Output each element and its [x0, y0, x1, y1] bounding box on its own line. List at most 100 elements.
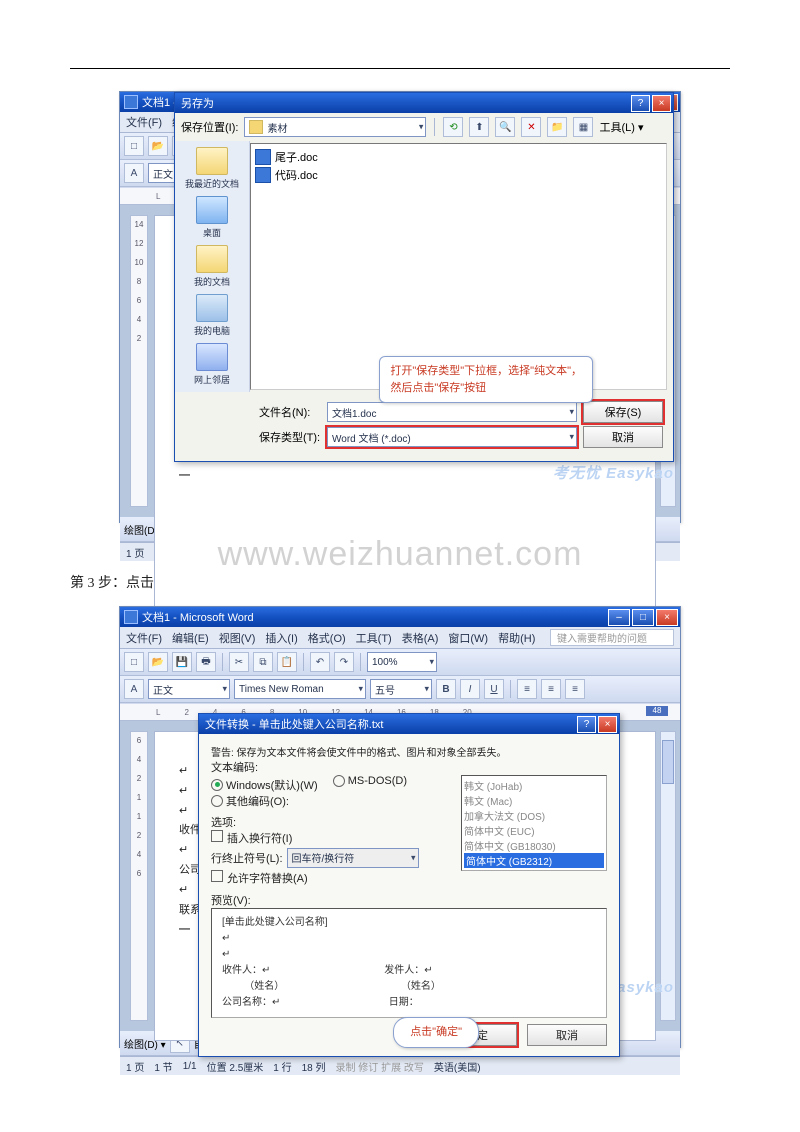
- save-as-dialog: 另存为 ? × 保存位置(I): 素材 ⟲ ⬆ 🔍 ✕ 📁 ▦ 工具: [174, 92, 674, 462]
- file-item[interactable]: 尾子.doc: [255, 148, 662, 166]
- status-pos: 位置 2.5厘米: [207, 1059, 264, 1074]
- cut-icon[interactable]: ✂: [229, 652, 249, 672]
- italic-icon[interactable]: I: [460, 679, 480, 699]
- menu-format[interactable]: 格式(O): [308, 630, 346, 646]
- font-combo[interactable]: Times New Roman: [234, 679, 366, 699]
- delete-icon[interactable]: ✕: [521, 117, 541, 137]
- formatting-toolbar: A 正文 Times New Roman 五号 B I U ≡ ≡ ≡: [120, 676, 680, 703]
- print-icon[interactable]: 🖶: [196, 652, 216, 672]
- menu-file[interactable]: 文件(F): [126, 630, 162, 646]
- underline-icon[interactable]: U: [484, 679, 504, 699]
- word-title: 文档1 - Microsoft Word: [142, 609, 254, 625]
- menu-help[interactable]: 帮助(H): [498, 630, 535, 646]
- help-search[interactable]: 键入需要帮助的问题: [550, 629, 674, 646]
- places-bar: 我最近的文档 桌面 我的文档 我的电脑 网上邻居: [175, 141, 250, 392]
- align-right-icon[interactable]: ≡: [565, 679, 585, 699]
- views-icon[interactable]: ▦: [573, 117, 593, 137]
- location-combo[interactable]: 素材: [244, 117, 426, 137]
- menu-file[interactable]: 文件(F): [126, 114, 162, 130]
- dialog-close-button[interactable]: ×: [652, 95, 671, 112]
- tools-menu[interactable]: 工具(L) ▾: [599, 119, 643, 135]
- file-item[interactable]: 代码.doc: [255, 166, 662, 184]
- ruler-tab: 48: [646, 706, 668, 716]
- window-buttons: – □ ×: [608, 609, 678, 626]
- dialog-help-button[interactable]: ?: [631, 95, 650, 112]
- horizontal-rule: [70, 68, 730, 69]
- allow-sub-check[interactable]: [211, 870, 223, 882]
- cancel-button[interactable]: 取消: [527, 1024, 607, 1046]
- enc-other[interactable]: 其他编码(O):: [211, 793, 289, 809]
- file-conversion-dialog: 文件转换 - 单击此处键入公司名称.txt ? × 警告: 保存为文本文件将会使…: [198, 713, 620, 1057]
- paste-icon[interactable]: 📋: [277, 652, 297, 672]
- style-combo[interactable]: 正文: [148, 679, 230, 699]
- list-item[interactable]: 加拿大法文 (DOS): [464, 808, 604, 823]
- menu-table[interactable]: 表格(A): [402, 630, 439, 646]
- doc-icon: [255, 167, 271, 183]
- align-center-icon[interactable]: ≡: [541, 679, 561, 699]
- size-combo[interactable]: 五号: [370, 679, 432, 699]
- status-modes: 录制 修订 扩展 改写: [336, 1059, 424, 1074]
- place-mypc[interactable]: 我的电脑: [194, 294, 230, 337]
- cancel-button[interactable]: 取消: [583, 426, 663, 448]
- file-list[interactable]: 尾子.doc 代码.doc: [250, 143, 667, 390]
- insert-lb-check[interactable]: [211, 830, 223, 842]
- word-icon: [124, 610, 138, 624]
- status-bar: 1 页 1 节 1/1 位置 2.5厘米 1 行 18 列 录制 修订 扩展 改…: [120, 1056, 680, 1075]
- back-icon[interactable]: ⟲: [443, 117, 463, 137]
- type-combo[interactable]: Word 文档 (*.doc): [327, 427, 577, 447]
- menu-insert[interactable]: 插入(I): [265, 630, 297, 646]
- zoom-combo[interactable]: 100%: [367, 652, 437, 672]
- place-desktop[interactable]: 桌面: [196, 196, 228, 239]
- options-label: 选项:: [211, 814, 453, 830]
- menu-window[interactable]: 窗口(W): [448, 630, 488, 646]
- menu-edit[interactable]: 编辑(E): [172, 630, 209, 646]
- scroll-thumb[interactable]: [662, 740, 674, 784]
- place-network[interactable]: 网上邻居: [194, 343, 230, 386]
- style-a-icon[interactable]: A: [124, 679, 144, 699]
- eol-combo[interactable]: 回车符/换行符: [287, 848, 419, 868]
- eol-label: 行终止符号(L):: [211, 850, 283, 866]
- place-recent[interactable]: 我最近的文档: [185, 147, 239, 190]
- dialog-title: 另存为: [181, 95, 214, 111]
- list-item[interactable]: 简体中文 (EUC): [464, 823, 604, 838]
- filename-combo[interactable]: 文档1.doc: [327, 402, 577, 422]
- tb-open-icon[interactable]: 📂: [148, 136, 168, 156]
- minimize-button[interactable]: –: [608, 609, 630, 626]
- maximize-button[interactable]: □: [632, 609, 654, 626]
- menu-tools[interactable]: 工具(T): [356, 630, 392, 646]
- save-button[interactable]: 保存(S): [583, 401, 663, 423]
- location-label: 保存位置(I):: [181, 119, 238, 135]
- word-icon: [124, 95, 138, 109]
- redo-icon[interactable]: ↷: [334, 652, 354, 672]
- tb-new-icon[interactable]: □: [124, 136, 144, 156]
- enc-windows[interactable]: Windows(默认)(W): [211, 777, 318, 793]
- place-mydocs[interactable]: 我的文档: [194, 245, 230, 288]
- preview-box: [单击此处键入公司名称] ↵ ↵ 收件人：↵ 发件人：↵ （姓名） （姓名） 公…: [211, 908, 607, 1018]
- enc-msdos[interactable]: MS-DOS(D): [333, 775, 407, 787]
- bold-icon[interactable]: B: [436, 679, 456, 699]
- newfolder-icon[interactable]: 📁: [547, 117, 567, 137]
- save-icon[interactable]: 💾: [172, 652, 192, 672]
- status-line: 1 行: [273, 1059, 291, 1074]
- undo-icon[interactable]: ↶: [310, 652, 330, 672]
- dialog-help-button[interactable]: ?: [577, 716, 596, 733]
- menu-view[interactable]: 视图(V): [219, 630, 256, 646]
- up-icon[interactable]: ⬆: [469, 117, 489, 137]
- search-icon[interactable]: 🔍: [495, 117, 515, 137]
- close-button[interactable]: ×: [656, 609, 678, 626]
- list-item[interactable]: 韩文 (JoHab): [464, 778, 604, 793]
- style-a-icon[interactable]: A: [124, 163, 144, 183]
- list-item[interactable]: 韩文 (Mac): [464, 793, 604, 808]
- encoding-list[interactable]: 韩文 (JoHab) 韩文 (Mac) 加拿大法文 (DOS) 简体中文 (EU…: [461, 775, 607, 871]
- copy-icon[interactable]: ⧉: [253, 652, 273, 672]
- list-item[interactable]: 简体中文 (GB18030): [464, 838, 604, 853]
- ruler-v: 6 4 2 1 1 2 4 6: [130, 731, 148, 1021]
- open-icon[interactable]: 📂: [148, 652, 168, 672]
- dialog-close-button[interactable]: ×: [598, 716, 617, 733]
- menu-bar: 文件(F) 编辑(E) 视图(V) 插入(I) 格式(O) 工具(T) 表格(A…: [120, 627, 680, 649]
- list-item-selected[interactable]: 简体中文 (GB2312): [464, 853, 604, 868]
- status-frac: 1/1: [183, 1061, 197, 1072]
- saveas-body: 我最近的文档 桌面 我的文档 我的电脑 网上邻居 尾子.doc 代码.doc: [175, 141, 673, 392]
- new-icon[interactable]: □: [124, 652, 144, 672]
- align-left-icon[interactable]: ≡: [517, 679, 537, 699]
